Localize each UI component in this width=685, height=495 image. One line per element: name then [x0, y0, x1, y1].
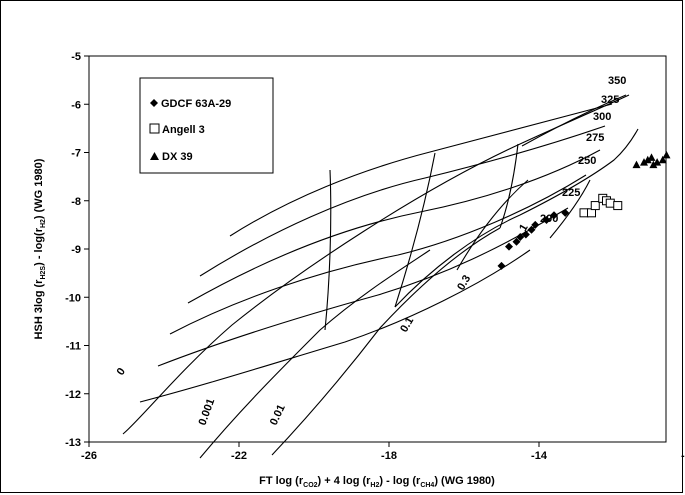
data-point-dx [643, 155, 652, 164]
data-point-angell [613, 201, 623, 211]
temp-curve-300 [199, 125, 606, 277]
data-point-gdcf [542, 216, 551, 225]
ratio-label: 0 [115, 366, 128, 378]
legend-label-gdcf: GDCF 63A-29 [161, 98, 231, 110]
y-axis-ticks: -5 -6 -7 -8 -9 -10 -11 -12 -13 [65, 51, 89, 449]
x-tick-label: -14 [531, 450, 548, 462]
temperature-label: 350 [608, 75, 626, 87]
temperature-label: 225 [562, 187, 580, 199]
temp-curve-275 [187, 149, 601, 304]
data-point-angell [579, 208, 589, 218]
y-tick-label: -6 [71, 99, 81, 111]
y-tick-label: -7 [71, 148, 81, 160]
x-tick-label: -26 [81, 450, 97, 462]
data-points [497, 150, 671, 270]
legend: GDCF 63A-29 Angell 3 DX 39 [139, 77, 274, 174]
data-point-gdcf [531, 220, 540, 229]
data-point-angell [590, 201, 600, 211]
ratio-label: 0.3 [455, 273, 473, 292]
data-point-dx [662, 150, 671, 159]
ratio-label: 0.001 [197, 397, 218, 427]
vertical-line-b [499, 143, 519, 229]
y-tick-label: -10 [65, 292, 81, 304]
ratio-line-001 [271, 227, 501, 456]
data-point-gdcf [521, 230, 530, 239]
data-point-gdcf [512, 237, 521, 246]
temperature-label: 325 [601, 94, 619, 106]
data-point-dx [640, 158, 648, 166]
vertical-line-a [394, 152, 436, 308]
temperature-label: 300 [593, 111, 611, 123]
data-point-dx [632, 160, 641, 169]
open-square-marker-icon [149, 123, 160, 134]
triangle-marker-icon [150, 152, 159, 160]
temp-curve-250 [169, 174, 587, 335]
speciation-grid [122, 94, 639, 459]
data-point-gdcf [516, 232, 525, 241]
ratio-label: 0.01 [268, 403, 288, 427]
ratio-line-0001 [199, 249, 431, 459]
temperature-label: 250 [578, 155, 596, 167]
legend-label-dx: DX 39 [162, 151, 193, 163]
temperature-label: 275 [586, 132, 604, 144]
ratio-label: 1 [517, 222, 530, 233]
temp-curve-325 [229, 103, 613, 237]
x-tick-label: -22 [231, 450, 247, 462]
y-tick-label: -5 [71, 51, 81, 63]
temp-curve-225 [157, 207, 569, 367]
legend-item-angell: Angell 3 [149, 123, 205, 136]
y-tick-label: -12 [65, 389, 81, 401]
x-tick-label: -10 [681, 450, 685, 462]
y-tick-label: -13 [65, 437, 81, 449]
data-point-gdcf [561, 208, 570, 217]
data-point-gdcf [505, 242, 513, 251]
legend-box [139, 77, 274, 174]
legend-item-gdcf: GDCF 63A-29 [150, 98, 231, 110]
ratio-line-03 [456, 179, 529, 271]
y-tick-label: -9 [71, 244, 81, 256]
legend-label-angell: Angell 3 [162, 124, 205, 136]
y-axis-label: HSH 3log (rH2S) - log(rH2) (WG 1980) [33, 158, 47, 339]
temp-curve-200 [139, 249, 531, 403]
x-axis-label: FT log (rCO2) + 4 log (rH2) - log (rCH4)… [259, 475, 495, 489]
ratio-line-1 [549, 179, 591, 239]
ratio-label: 0.1 [398, 315, 416, 334]
data-point-gdcf [550, 211, 558, 220]
ratio-curve-1 [394, 128, 639, 308]
data-point-dx [649, 160, 658, 169]
data-point-angell [605, 198, 615, 208]
data-point-dx [658, 155, 667, 164]
y-tick-label: -11 [66, 341, 81, 353]
legend-item-dx: DX 39 [150, 151, 193, 163]
data-point-dx [653, 158, 662, 166]
x-tick-label: -18 [381, 450, 397, 462]
x-axis-ticks: -26 -22 -18 -14 -10 [81, 442, 685, 462]
data-point-gdcf [497, 261, 506, 270]
y-tick-label: -8 [71, 196, 81, 208]
diamond-marker-icon [150, 99, 158, 107]
vertical-line-c [324, 169, 332, 331]
temp-curve-350 [521, 94, 627, 147]
data-point-gdcf [527, 225, 536, 234]
data-point-dx [647, 153, 656, 161]
